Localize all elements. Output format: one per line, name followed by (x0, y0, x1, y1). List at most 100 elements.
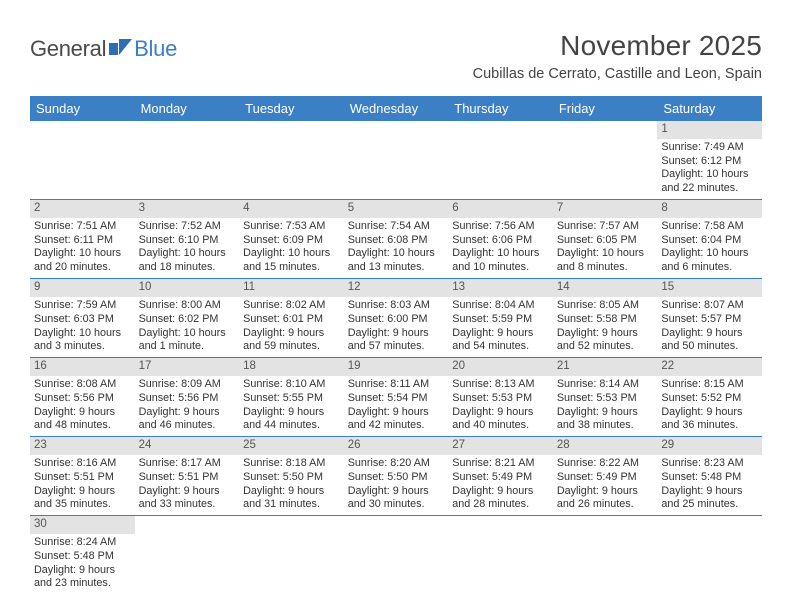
day-sun-info: Sunrise: 7:58 AMSunset: 6:04 PMDaylight:… (657, 218, 762, 278)
calendar-day-cell: 11Sunrise: 8:02 AMSunset: 6:01 PMDayligh… (239, 279, 344, 358)
day-sun-info: Sunrise: 7:52 AMSunset: 6:10 PMDaylight:… (135, 218, 240, 278)
page-header: General Blue November 2025 Cubillas de C… (30, 30, 762, 82)
day-number-bar: 19 (344, 358, 449, 376)
day-number-bar: 4 (239, 200, 344, 218)
day-sun-info: Sunrise: 8:17 AMSunset: 5:51 PMDaylight:… (135, 455, 240, 515)
calendar-empty-cell (344, 516, 449, 595)
calendar-day-cell: 12Sunrise: 8:03 AMSunset: 6:00 PMDayligh… (344, 279, 449, 358)
day-sun-info: Sunrise: 8:07 AMSunset: 5:57 PMDaylight:… (657, 297, 762, 357)
day-sun-info: Sunrise: 8:11 AMSunset: 5:54 PMDaylight:… (344, 376, 449, 436)
day-number-bar: 13 (448, 279, 553, 297)
day-number-bar: 27 (448, 437, 553, 455)
day-number-bar: 14 (553, 279, 658, 297)
calendar-empty-cell (135, 121, 240, 200)
day-sun-info: Sunrise: 8:21 AMSunset: 5:49 PMDaylight:… (448, 455, 553, 515)
calendar-day-cell: 6Sunrise: 7:56 AMSunset: 6:06 PMDaylight… (448, 200, 553, 279)
day-number-bar: 25 (239, 437, 344, 455)
day-number-bar: 28 (553, 437, 658, 455)
calendar-day-cell: 29Sunrise: 8:23 AMSunset: 5:48 PMDayligh… (657, 437, 762, 516)
calendar-week-row: 1Sunrise: 7:49 AMSunset: 6:12 PMDaylight… (30, 121, 762, 200)
day-number-bar: 8 (657, 200, 762, 218)
weekday-header-row: SundayMondayTuesdayWednesdayThursdayFrid… (30, 96, 762, 121)
day-sun-info: Sunrise: 8:14 AMSunset: 5:53 PMDaylight:… (553, 376, 658, 436)
calendar-day-cell: 2Sunrise: 7:51 AMSunset: 6:11 PMDaylight… (30, 200, 135, 279)
calendar-empty-cell (239, 516, 344, 595)
day-number-bar: 9 (30, 279, 135, 297)
weekday-header: Monday (135, 96, 240, 121)
calendar-week-row: 16Sunrise: 8:08 AMSunset: 5:56 PMDayligh… (30, 358, 762, 437)
day-number-bar: 5 (344, 200, 449, 218)
calendar-week-row: 30Sunrise: 8:24 AMSunset: 5:48 PMDayligh… (30, 516, 762, 595)
weekday-header: Tuesday (239, 96, 344, 121)
day-sun-info: Sunrise: 8:09 AMSunset: 5:56 PMDaylight:… (135, 376, 240, 436)
location-subtitle: Cubillas de Cerrato, Castille and Leon, … (473, 66, 762, 82)
day-number-bar: 12 (344, 279, 449, 297)
day-number-bar: 26 (344, 437, 449, 455)
calendar-empty-cell (239, 121, 344, 200)
day-number-bar: 24 (135, 437, 240, 455)
day-number-bar: 21 (553, 358, 658, 376)
calendar-page: General Blue November 2025 Cubillas de C… (0, 0, 792, 604)
calendar-week-row: 23Sunrise: 8:16 AMSunset: 5:51 PMDayligh… (30, 437, 762, 516)
day-sun-info: Sunrise: 8:04 AMSunset: 5:59 PMDaylight:… (448, 297, 553, 357)
day-number-bar: 18 (239, 358, 344, 376)
day-number-bar: 1 (657, 121, 762, 139)
calendar-day-cell: 25Sunrise: 8:18 AMSunset: 5:50 PMDayligh… (239, 437, 344, 516)
calendar-day-cell: 27Sunrise: 8:21 AMSunset: 5:49 PMDayligh… (448, 437, 553, 516)
calendar-day-cell: 21Sunrise: 8:14 AMSunset: 5:53 PMDayligh… (553, 358, 658, 437)
day-sun-info: Sunrise: 8:22 AMSunset: 5:49 PMDaylight:… (553, 455, 658, 515)
calendar-day-cell: 15Sunrise: 8:07 AMSunset: 5:57 PMDayligh… (657, 279, 762, 358)
day-sun-info: Sunrise: 7:49 AMSunset: 6:12 PMDaylight:… (657, 139, 762, 199)
calendar-day-cell: 10Sunrise: 8:00 AMSunset: 6:02 PMDayligh… (135, 279, 240, 358)
day-sun-info: Sunrise: 7:53 AMSunset: 6:09 PMDaylight:… (239, 218, 344, 278)
day-sun-info: Sunrise: 8:02 AMSunset: 6:01 PMDaylight:… (239, 297, 344, 357)
day-sun-info: Sunrise: 8:05 AMSunset: 5:58 PMDaylight:… (553, 297, 658, 357)
calendar-day-cell: 9Sunrise: 7:59 AMSunset: 6:03 PMDaylight… (30, 279, 135, 358)
day-number-bar: 23 (30, 437, 135, 455)
calendar-day-cell: 22Sunrise: 8:15 AMSunset: 5:52 PMDayligh… (657, 358, 762, 437)
day-sun-info: Sunrise: 7:54 AMSunset: 6:08 PMDaylight:… (344, 218, 449, 278)
calendar-day-cell: 16Sunrise: 8:08 AMSunset: 5:56 PMDayligh… (30, 358, 135, 437)
calendar-day-cell: 5Sunrise: 7:54 AMSunset: 6:08 PMDaylight… (344, 200, 449, 279)
calendar-day-cell: 7Sunrise: 7:57 AMSunset: 6:05 PMDaylight… (553, 200, 658, 279)
day-sun-info: Sunrise: 8:24 AMSunset: 5:48 PMDaylight:… (30, 534, 135, 594)
day-number-bar: 10 (135, 279, 240, 297)
calendar-day-cell: 8Sunrise: 7:58 AMSunset: 6:04 PMDaylight… (657, 200, 762, 279)
calendar-day-cell: 28Sunrise: 8:22 AMSunset: 5:49 PMDayligh… (553, 437, 658, 516)
calendar-empty-cell (135, 516, 240, 595)
weekday-header: Sunday (30, 96, 135, 121)
day-number-bar: 3 (135, 200, 240, 218)
day-sun-info: Sunrise: 8:13 AMSunset: 5:53 PMDaylight:… (448, 376, 553, 436)
calendar-day-cell: 1Sunrise: 7:49 AMSunset: 6:12 PMDaylight… (657, 121, 762, 200)
day-sun-info: Sunrise: 8:08 AMSunset: 5:56 PMDaylight:… (30, 376, 135, 436)
calendar-day-cell: 4Sunrise: 7:53 AMSunset: 6:09 PMDaylight… (239, 200, 344, 279)
day-number-bar: 11 (239, 279, 344, 297)
calendar-day-cell: 14Sunrise: 8:05 AMSunset: 5:58 PMDayligh… (553, 279, 658, 358)
calendar-day-cell: 17Sunrise: 8:09 AMSunset: 5:56 PMDayligh… (135, 358, 240, 437)
calendar-empty-cell (448, 121, 553, 200)
weekday-header: Thursday (448, 96, 553, 121)
logo-flag-icon (109, 35, 133, 61)
day-number-bar: 15 (657, 279, 762, 297)
calendar-day-cell: 30Sunrise: 8:24 AMSunset: 5:48 PMDayligh… (30, 516, 135, 595)
weekday-header: Friday (553, 96, 658, 121)
day-sun-info: Sunrise: 8:10 AMSunset: 5:55 PMDaylight:… (239, 376, 344, 436)
day-sun-info: Sunrise: 8:03 AMSunset: 6:00 PMDaylight:… (344, 297, 449, 357)
calendar-day-cell: 23Sunrise: 8:16 AMSunset: 5:51 PMDayligh… (30, 437, 135, 516)
calendar-empty-cell (657, 516, 762, 595)
day-number-bar: 22 (657, 358, 762, 376)
day-sun-info: Sunrise: 7:59 AMSunset: 6:03 PMDaylight:… (30, 297, 135, 357)
day-sun-info: Sunrise: 8:20 AMSunset: 5:50 PMDaylight:… (344, 455, 449, 515)
day-sun-info: Sunrise: 7:51 AMSunset: 6:11 PMDaylight:… (30, 218, 135, 278)
month-title: November 2025 (473, 30, 762, 62)
calendar-empty-cell (344, 121, 449, 200)
calendar-day-cell: 24Sunrise: 8:17 AMSunset: 5:51 PMDayligh… (135, 437, 240, 516)
day-number-bar: 29 (657, 437, 762, 455)
logo-text-blue: Blue (134, 36, 177, 62)
day-number-bar: 2 (30, 200, 135, 218)
day-sun-info: Sunrise: 8:18 AMSunset: 5:50 PMDaylight:… (239, 455, 344, 515)
logo-text-general: General (30, 36, 106, 62)
calendar-grid: SundayMondayTuesdayWednesdayThursdayFrid… (30, 96, 762, 594)
calendar-day-cell: 13Sunrise: 8:04 AMSunset: 5:59 PMDayligh… (448, 279, 553, 358)
day-number-bar: 7 (553, 200, 658, 218)
